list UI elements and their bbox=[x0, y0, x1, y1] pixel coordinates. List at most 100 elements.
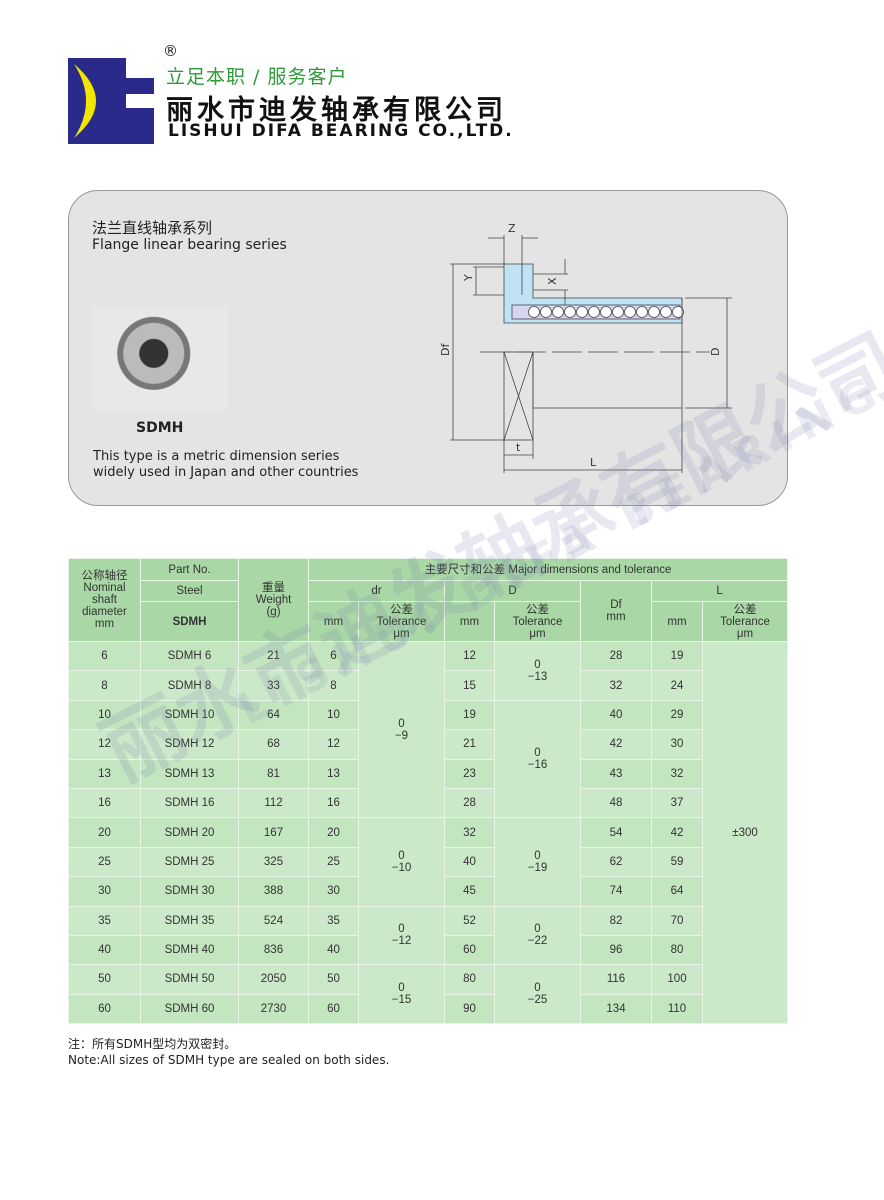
table-cell: 19 bbox=[444, 699, 495, 731]
footnote: 注：所有SDMH型均为双密封。 Note:All sizes of SDMH t… bbox=[68, 1036, 389, 1068]
table-cell: 116 bbox=[580, 964, 652, 995]
table-cell: 30 bbox=[308, 876, 359, 907]
table-cell: SDMH 50 bbox=[140, 964, 239, 995]
tolerance-cell: 0 −19 bbox=[494, 817, 581, 907]
ball bbox=[564, 306, 576, 318]
dimension-table: 公称轴径 Nominal shaft diameter mm Part No. 重… bbox=[68, 558, 789, 1025]
tolerance-upper: 0 bbox=[534, 747, 541, 760]
table-cell: 110 bbox=[651, 993, 703, 1025]
table-cell: SDMH 10 bbox=[140, 699, 239, 731]
table-cell: 35 bbox=[68, 905, 141, 936]
dim-t: t bbox=[516, 441, 521, 454]
table-cell: SDMH 6 bbox=[140, 640, 239, 672]
tolerance-cell: 0 −22 bbox=[494, 905, 581, 966]
description-line: This type is a metric dimension series bbox=[93, 449, 340, 464]
table-cell: 64 bbox=[238, 699, 309, 731]
table-row: 60 SDMH 60 2730 60 90 134 110 bbox=[68, 993, 788, 1025]
tolerance-cell: 0 −16 bbox=[494, 699, 581, 819]
ball bbox=[588, 306, 600, 318]
table-cell: 48 bbox=[580, 787, 652, 819]
table-cell: 6 bbox=[68, 640, 141, 672]
tolerance-lower: −19 bbox=[527, 861, 548, 874]
header-mm: mm bbox=[444, 601, 495, 642]
table-cell: 112 bbox=[238, 787, 309, 819]
header-text: Weight (g) bbox=[255, 594, 292, 618]
header-tol: 公差 Tolerance μm bbox=[701, 601, 789, 642]
slogan: 立足本职 / 服务客户 bbox=[166, 66, 348, 88]
table-cell: 30 bbox=[651, 729, 703, 760]
table-cell: 167 bbox=[238, 817, 309, 848]
table-cell: SDMH 8 bbox=[140, 670, 239, 701]
table-cell: SDMH 35 bbox=[140, 905, 239, 936]
table-cell: 20 bbox=[68, 817, 141, 848]
table-cell: SDMH 60 bbox=[140, 993, 239, 1025]
table-row: 40 SDMH 40 836 40 60 96 80 bbox=[68, 934, 788, 966]
table-cell: 8 bbox=[308, 670, 359, 701]
tolerance-upper: 0 bbox=[534, 923, 541, 936]
header-mm: mm bbox=[651, 601, 703, 642]
table-cell: 21 bbox=[238, 640, 309, 672]
ball bbox=[600, 306, 612, 318]
header-text: Tolerance μm bbox=[512, 615, 563, 640]
tolerance-upper: 0 bbox=[398, 923, 405, 936]
dim-df: Df bbox=[440, 343, 452, 356]
table-cell: SDMH 40 bbox=[140, 934, 239, 966]
table-cell: 42 bbox=[580, 729, 652, 760]
table-row: 16 SDMH 16 112 16 28 48 37 bbox=[68, 787, 788, 819]
table-cell: 80 bbox=[444, 964, 495, 995]
table-cell: SDMH 25 bbox=[140, 846, 239, 878]
table-cell: 100 bbox=[651, 964, 703, 995]
table-cell: SDMH 12 bbox=[140, 729, 239, 760]
tolerance-upper: 0 bbox=[398, 717, 405, 730]
header-dr: dr bbox=[308, 580, 445, 602]
table-cell: 68 bbox=[238, 729, 309, 760]
tolerance-lower: −22 bbox=[527, 935, 548, 948]
table-cell: 90 bbox=[444, 993, 495, 1025]
company-name-en: LISHUI DIFA BEARING CO.,LTD. bbox=[168, 121, 514, 141]
table-cell: 16 bbox=[68, 787, 141, 819]
difa-logo bbox=[68, 58, 154, 144]
header-text: Tolerance μm bbox=[376, 615, 427, 640]
tolerance-lower: −13 bbox=[527, 670, 548, 683]
table-cell: 70 bbox=[651, 905, 703, 936]
table-cell: 134 bbox=[580, 993, 652, 1025]
dim-z: Z bbox=[508, 222, 516, 235]
table-cell: SDMH 20 bbox=[140, 817, 239, 848]
tolerance-cell: 0 −15 bbox=[358, 964, 445, 1025]
tolerance-upper: 0 bbox=[534, 982, 541, 995]
ball bbox=[636, 306, 648, 318]
table-cell: 81 bbox=[238, 758, 309, 789]
tolerance-cell: 0 −10 bbox=[358, 817, 445, 907]
product-photo bbox=[93, 307, 228, 410]
table-row: 20 SDMH 20 167 20 0 −10 32 0 −19 54 42 bbox=[68, 817, 788, 907]
table-row: 13 SDMH 13 81 13 23 43 32 bbox=[68, 758, 788, 789]
header-nominal: 公称轴径 Nominal shaft diameter mm bbox=[68, 558, 141, 642]
table-cell: 59 bbox=[651, 846, 703, 878]
table-row: 35 SDMH 35 524 35 0 −12 52 0 −22 82 70 bbox=[68, 905, 788, 966]
tolerance-lower: −9 bbox=[394, 729, 409, 742]
company-name-cn: 丽水市迪发轴承有限公司 bbox=[166, 95, 507, 126]
tolerance-cell: 0 −12 bbox=[358, 905, 445, 966]
header-part-no: Part No. bbox=[140, 558, 239, 581]
table-cell: 60 bbox=[444, 934, 495, 966]
ball bbox=[576, 306, 588, 318]
table-cell: 74 bbox=[580, 876, 652, 907]
table-cell: SDMH 30 bbox=[140, 876, 239, 907]
ball bbox=[612, 306, 624, 318]
table-row: 25 SDMH 25 325 25 40 62 59 bbox=[68, 846, 788, 878]
table-cell: 24 bbox=[651, 670, 703, 701]
table-cell: 15 bbox=[444, 670, 495, 701]
table-cell: 96 bbox=[580, 934, 652, 966]
table-cell: 45 bbox=[444, 876, 495, 907]
tolerance-lower: −25 bbox=[527, 994, 548, 1007]
table-cell: 25 bbox=[68, 846, 141, 878]
table-cell: 50 bbox=[68, 964, 141, 995]
header-major: 主要尺寸和公差 Major dimensions and tolerance bbox=[307, 558, 789, 581]
table-cell: 60 bbox=[68, 993, 141, 1025]
table-cell: 29 bbox=[651, 699, 703, 731]
footnote-cn: 注：所有SDMH型均为双密封。 bbox=[68, 1037, 237, 1051]
header-sdmh: SDMH bbox=[140, 601, 239, 642]
table-cell: 13 bbox=[308, 758, 359, 789]
l-tolerance-cell: ±300 bbox=[701, 640, 789, 1025]
